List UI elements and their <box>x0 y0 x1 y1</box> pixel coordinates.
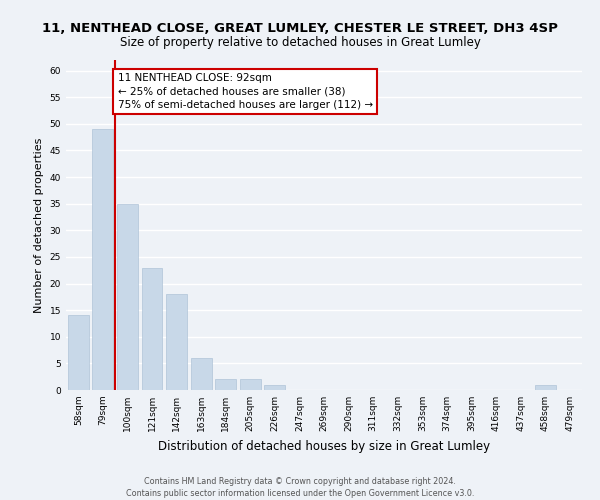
Text: 11, NENTHEAD CLOSE, GREAT LUMLEY, CHESTER LE STREET, DH3 4SP: 11, NENTHEAD CLOSE, GREAT LUMLEY, CHESTE… <box>42 22 558 36</box>
Text: Size of property relative to detached houses in Great Lumley: Size of property relative to detached ho… <box>119 36 481 49</box>
Bar <box>92 129 113 390</box>
Bar <box>215 380 236 390</box>
Bar <box>142 268 163 390</box>
Bar <box>240 380 261 390</box>
Text: Contains HM Land Registry data © Crown copyright and database right 2024.
Contai: Contains HM Land Registry data © Crown c… <box>126 476 474 498</box>
Bar <box>166 294 187 390</box>
Bar <box>535 384 556 390</box>
X-axis label: Distribution of detached houses by size in Great Lumley: Distribution of detached houses by size … <box>158 440 490 452</box>
Bar <box>265 384 286 390</box>
Bar <box>191 358 212 390</box>
Text: 11 NENTHEAD CLOSE: 92sqm
← 25% of detached houses are smaller (38)
75% of semi-d: 11 NENTHEAD CLOSE: 92sqm ← 25% of detach… <box>118 74 373 110</box>
Y-axis label: Number of detached properties: Number of detached properties <box>34 138 44 312</box>
Bar <box>68 316 89 390</box>
Bar <box>117 204 138 390</box>
